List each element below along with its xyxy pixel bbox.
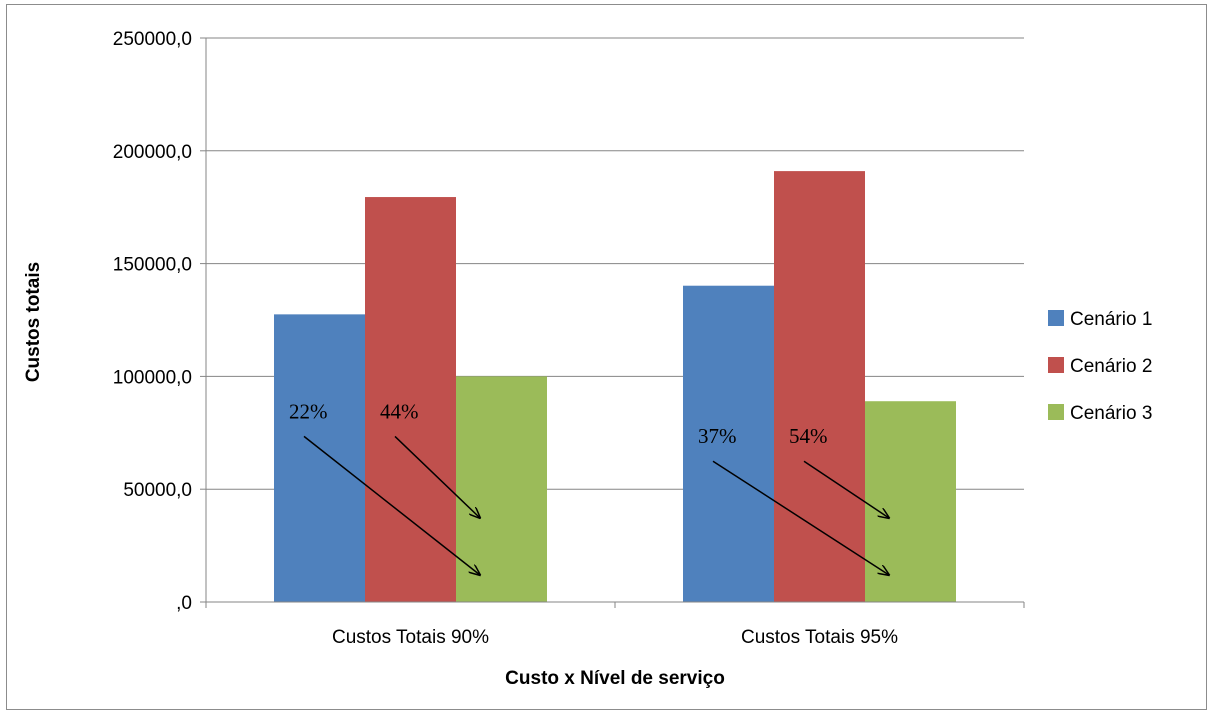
bar-cenário-3-2 (865, 401, 956, 602)
legend-label: Cenário 2 (1070, 356, 1152, 377)
bar-cenário-3-1 (456, 376, 547, 602)
annotation-arrow (712, 460, 889, 575)
x-tick-label: Custos Totais 95% (741, 627, 898, 648)
y-axis-title: Custos totais (23, 262, 44, 382)
annotation-label: 37% (698, 424, 737, 448)
x-tick-label: Custos Totais 90% (332, 627, 489, 648)
legend-label: Cenário 3 (1070, 403, 1152, 424)
y-tick-label: ,0 (176, 593, 192, 614)
x-axis-title: Custo x Nível de serviço (505, 668, 725, 689)
annotation-arrow (394, 435, 480, 518)
legend-swatch (1048, 310, 1064, 326)
bar-cenário-2-1 (365, 197, 456, 602)
legend-swatch (1048, 404, 1064, 420)
legend: Cenário 1 Cenário 2 Cenário 3 (1048, 309, 1152, 424)
y-tick-label: 250000,0 (113, 29, 192, 50)
annotations: 22% 44% 37% 54% (289, 399, 889, 575)
bar-cenário-1-1 (274, 314, 365, 602)
y-tick-label: 100000,0 (113, 367, 192, 388)
annotation-label: 44% (380, 399, 419, 423)
annotation-label: 54% (789, 424, 828, 448)
y-tick-label: 50000,0 (123, 480, 192, 501)
annotation-arrow (303, 435, 480, 575)
annotation-arrow (803, 460, 889, 518)
legend-swatch (1048, 357, 1064, 373)
legend-label: Cenário 1 (1070, 309, 1152, 330)
y-tick-label: 200000,0 (113, 142, 192, 163)
y-tick-label: 150000,0 (113, 255, 192, 276)
bar-cenário-2-2 (774, 171, 865, 602)
bars (274, 171, 956, 602)
annotation-label: 22% (289, 399, 328, 423)
axes (200, 37, 1025, 608)
bar-cenário-1-2 (683, 285, 774, 602)
tick-labels: ,0 50000,0 100000,0 150000,0 200000,0 250000,… (113, 29, 898, 648)
